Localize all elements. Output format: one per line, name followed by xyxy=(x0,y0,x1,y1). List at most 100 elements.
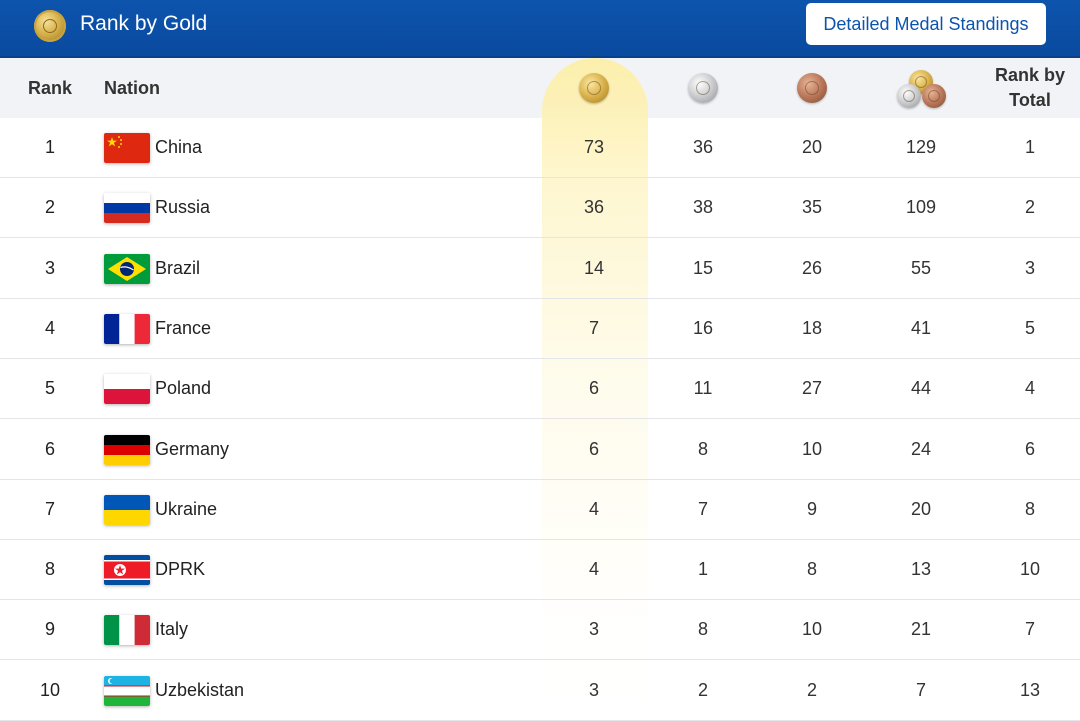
silver-cell: 2 xyxy=(697,679,708,700)
gold-cell: 7 xyxy=(588,317,599,338)
nation-cell[interactable]: China xyxy=(155,137,203,157)
nation-cell[interactable]: Brazil xyxy=(155,257,201,278)
bronze-cell: 9 xyxy=(806,498,817,519)
total-cell: 24 xyxy=(910,438,932,459)
bronze-medal-icon xyxy=(922,84,946,108)
silver-cell: 11 xyxy=(693,378,713,399)
rank-header[interactable]: Rank xyxy=(28,78,73,98)
total-cell: 7 xyxy=(915,679,926,700)
nation-cell[interactable]: France xyxy=(155,317,212,338)
total-cell: 20 xyxy=(910,498,932,519)
gold-cell: 3 xyxy=(588,679,599,700)
rank-by-total-header[interactable]: Rank by Total xyxy=(980,63,1080,113)
gold-cell: 3 xyxy=(588,619,599,640)
rank-by-total-cell: 8 xyxy=(1024,498,1035,519)
total-cell: 44 xyxy=(910,378,932,399)
ukraine-flag xyxy=(104,494,150,525)
rank-by-total-cell: 3 xyxy=(1024,257,1035,278)
gold-medal-icon xyxy=(34,10,66,42)
gold-cell: 36 xyxy=(583,197,605,218)
rank-cell: 5 xyxy=(44,378,55,399)
rank-by-total-cell: 10 xyxy=(1019,559,1041,580)
table-row[interactable]: 8 DPRK 4 1 8 13 10 xyxy=(0,540,1080,601)
rank-cell: 4 xyxy=(44,317,55,338)
silver-cell: 16 xyxy=(692,317,714,338)
detailed-medal-standings-button[interactable]: Detailed Medal Standings xyxy=(806,3,1046,45)
bronze-medal-icon[interactable] xyxy=(797,73,827,103)
rank-by-total-line1: Rank by xyxy=(994,65,1066,85)
silver-cell: 36 xyxy=(692,137,714,157)
total-cell: 55 xyxy=(910,257,932,278)
nation-cell[interactable]: Ukraine xyxy=(155,498,218,519)
rank-by-total-cell: 1 xyxy=(1024,137,1035,157)
gold-cell: 6 xyxy=(588,438,599,459)
rank-cell: 3 xyxy=(44,257,55,278)
silver-medal-icon[interactable] xyxy=(688,73,718,103)
gold-cell: 4 xyxy=(588,559,599,580)
bronze-cell: 35 xyxy=(801,197,823,218)
dprk-flag xyxy=(104,555,150,586)
gold-cell: 14 xyxy=(583,257,605,278)
gold-cell: 4 xyxy=(588,498,599,519)
rank-cell: 7 xyxy=(44,498,55,519)
silver-medal-icon xyxy=(897,84,921,108)
bronze-cell: 27 xyxy=(801,378,823,399)
rank-by-total-cell: 4 xyxy=(1024,378,1035,399)
total-cell: 21 xyxy=(910,619,932,640)
table-row[interactable]: 9 Italy 3 8 10 21 7 xyxy=(0,600,1080,661)
silver-cell: 8 xyxy=(697,438,708,459)
rank-cell: 8 xyxy=(44,559,55,580)
gold-cell: 6 xyxy=(588,378,599,399)
bronze-cell: 2 xyxy=(806,679,817,700)
total-cell: 13 xyxy=(910,559,932,580)
rank-by-total-cell: 5 xyxy=(1024,317,1035,338)
bronze-cell: 26 xyxy=(801,257,823,278)
silver-cell: 7 xyxy=(697,498,708,519)
nation-header[interactable]: Nation xyxy=(104,78,160,98)
rank-cell: 6 xyxy=(44,438,55,459)
bronze-cell: 20 xyxy=(801,137,823,157)
france-flag xyxy=(104,313,150,344)
rank-by-total-cell: 2 xyxy=(1024,197,1035,218)
total-cell: 129 xyxy=(905,137,937,157)
gold-cell: 73 xyxy=(583,137,605,157)
silver-cell: 38 xyxy=(692,197,714,218)
gold-medal-icon[interactable] xyxy=(579,73,609,103)
rank-cell: 9 xyxy=(44,619,55,640)
nation-cell[interactable]: Uzbekistan xyxy=(155,679,245,700)
silver-cell: 1 xyxy=(697,559,708,580)
nation-cell[interactable]: Italy xyxy=(155,619,189,640)
top-bar: Rank by Gold Detailed Medal Standings xyxy=(0,0,1080,58)
bronze-cell: 18 xyxy=(801,317,823,338)
nation-cell[interactable]: DPRK xyxy=(155,559,206,580)
silver-cell: 15 xyxy=(692,257,714,278)
total-cell: 41 xyxy=(910,317,932,338)
table-row[interactable]: 5 Poland 6 11 27 44 4 xyxy=(0,359,1080,420)
nation-cell[interactable]: Russia xyxy=(155,197,211,218)
china-flag xyxy=(104,133,150,163)
rank-by-total-cell: 13 xyxy=(1019,679,1041,700)
bronze-cell: 10 xyxy=(801,438,823,459)
table-row[interactable]: 6 Germany 6 8 10 24 6 xyxy=(0,420,1080,480)
rank-cell: 1 xyxy=(44,137,55,157)
total-medals-icon[interactable] xyxy=(897,70,947,110)
table-row[interactable]: 10 Uzbekistan 3 2 2 7 13 xyxy=(0,661,1080,721)
bronze-cell: 10 xyxy=(801,619,823,640)
table-row[interactable]: 2 Russia 36 38 35 109 2 xyxy=(0,178,1080,239)
silver-cell: 8 xyxy=(697,619,708,640)
poland-flag xyxy=(104,374,150,405)
brazil-flag xyxy=(104,253,150,284)
nation-cell[interactable]: Poland xyxy=(155,378,212,399)
rank-by-total-line2: Total xyxy=(1009,90,1051,110)
italy-flag xyxy=(104,615,150,646)
nation-cell[interactable]: Germany xyxy=(155,438,230,459)
rank-cell: 10 xyxy=(39,679,61,700)
page-title: Rank by Gold xyxy=(80,12,208,35)
table-row[interactable]: 1 China 73 36 20 129 1 xyxy=(0,118,1080,178)
table-row[interactable]: 7 Ukraine 4 7 9 20 8 xyxy=(0,480,1080,540)
table-row[interactable]: 4 France 7 16 18 41 5 xyxy=(0,299,1080,359)
rank-by-total-cell: 7 xyxy=(1024,619,1035,640)
uzbekistan-flag xyxy=(104,675,150,706)
gold-column-highlight xyxy=(542,58,648,718)
table-row[interactable]: 3 Brazil 14 15 26 55 3 xyxy=(0,239,1080,299)
